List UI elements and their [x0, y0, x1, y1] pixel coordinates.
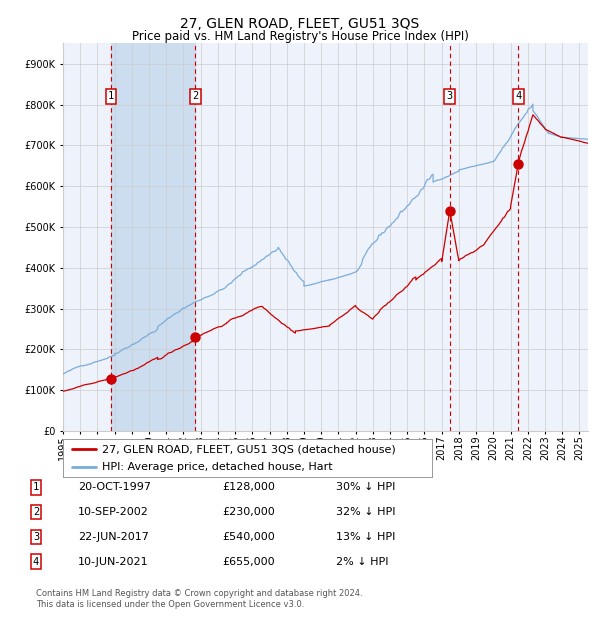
Text: 2: 2: [192, 91, 199, 102]
Text: 1: 1: [33, 482, 39, 492]
Text: HPI: Average price, detached house, Hart: HPI: Average price, detached house, Hart: [102, 462, 332, 472]
Text: 3: 3: [446, 91, 453, 102]
Text: 20-OCT-1997: 20-OCT-1997: [78, 482, 151, 492]
Text: 13% ↓ HPI: 13% ↓ HPI: [336, 532, 395, 542]
Text: 2% ↓ HPI: 2% ↓ HPI: [336, 557, 389, 567]
Text: 27, GLEN ROAD, FLEET, GU51 3QS (detached house): 27, GLEN ROAD, FLEET, GU51 3QS (detached…: [102, 445, 395, 454]
Text: This data is licensed under the Open Government Licence v3.0.: This data is licensed under the Open Gov…: [36, 600, 304, 609]
Text: 10-SEP-2002: 10-SEP-2002: [78, 507, 149, 517]
Text: £128,000: £128,000: [222, 482, 275, 492]
Text: 27, GLEN ROAD, FLEET, GU51 3QS: 27, GLEN ROAD, FLEET, GU51 3QS: [181, 17, 419, 32]
Text: 4: 4: [515, 91, 521, 102]
Text: 1: 1: [108, 91, 114, 102]
Text: 30% ↓ HPI: 30% ↓ HPI: [336, 482, 395, 492]
Text: 2: 2: [33, 507, 39, 517]
Text: 22-JUN-2017: 22-JUN-2017: [78, 532, 149, 542]
Text: 10-JUN-2021: 10-JUN-2021: [78, 557, 149, 567]
Text: 3: 3: [33, 532, 39, 542]
Text: £230,000: £230,000: [222, 507, 275, 517]
Bar: [111, 43, 196, 431]
Text: £655,000: £655,000: [222, 557, 275, 567]
Text: £540,000: £540,000: [222, 532, 275, 542]
Text: Price paid vs. HM Land Registry's House Price Index (HPI): Price paid vs. HM Land Registry's House …: [131, 30, 469, 43]
Text: Contains HM Land Registry data © Crown copyright and database right 2024.: Contains HM Land Registry data © Crown c…: [36, 588, 362, 598]
Text: 4: 4: [33, 557, 39, 567]
Text: 32% ↓ HPI: 32% ↓ HPI: [336, 507, 395, 517]
